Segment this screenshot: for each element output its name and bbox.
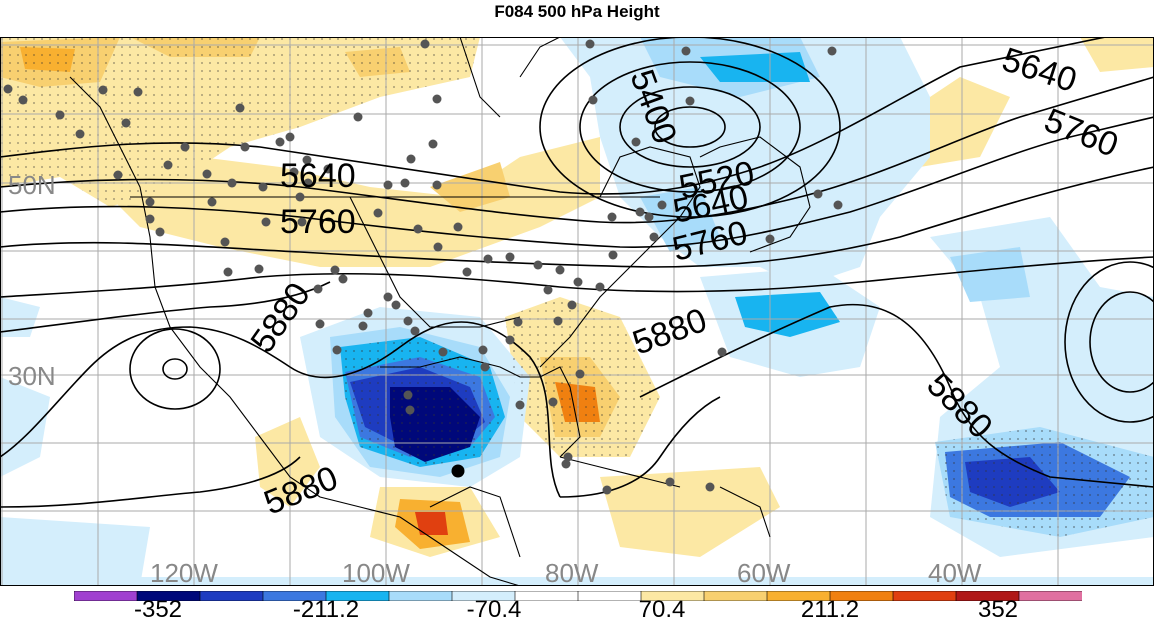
lon-label-40w: 40W bbox=[928, 558, 982, 586]
colorbar-swatch bbox=[1018, 591, 1082, 601]
colorbar-label: 70.4 bbox=[638, 596, 686, 623]
colorbar-label: -70.4 bbox=[466, 596, 522, 623]
colorbar-swatch bbox=[703, 591, 768, 601]
lon-label-80w: 80W bbox=[545, 558, 599, 586]
lat-lon-labels: 50N 30N 120W 100W 80W 60W 40W bbox=[8, 170, 982, 586]
lon-label-60w: 60W bbox=[737, 558, 791, 586]
map-title: F084 500 hPa Height bbox=[494, 2, 660, 21]
lon-label-100w: 100W bbox=[342, 558, 410, 586]
colorbar-label: 211.2 bbox=[800, 596, 860, 623]
colorbar-swatch bbox=[577, 591, 642, 601]
colorbar-swatch bbox=[514, 591, 579, 601]
colorbar bbox=[74, 591, 1082, 601]
stipple-areas bbox=[0, 37, 1154, 537]
station-dots bbox=[3, 39, 843, 495]
colorbar-label: -352 bbox=[133, 596, 183, 623]
colorbar-swatch bbox=[74, 591, 138, 601]
colorbar-swatch bbox=[892, 591, 957, 601]
contour-label: 5760 bbox=[280, 203, 356, 241]
colorbar-label: -211.2 bbox=[292, 596, 360, 623]
colorbar-swatch bbox=[388, 591, 453, 601]
colorbar-label: 352 bbox=[977, 596, 1019, 623]
graticule bbox=[0, 37, 1154, 586]
contour-label: 5640 bbox=[280, 157, 356, 195]
colorbar-swatch bbox=[199, 591, 264, 601]
lat-label-50n: 50N bbox=[8, 170, 56, 200]
height-anomaly-map: 50N 30N 120W 100W 80W 60W 40W 5640 5400 … bbox=[0, 37, 1154, 586]
lon-label-120w: 120W bbox=[150, 558, 218, 586]
lat-label-30n: 30N bbox=[8, 361, 56, 391]
